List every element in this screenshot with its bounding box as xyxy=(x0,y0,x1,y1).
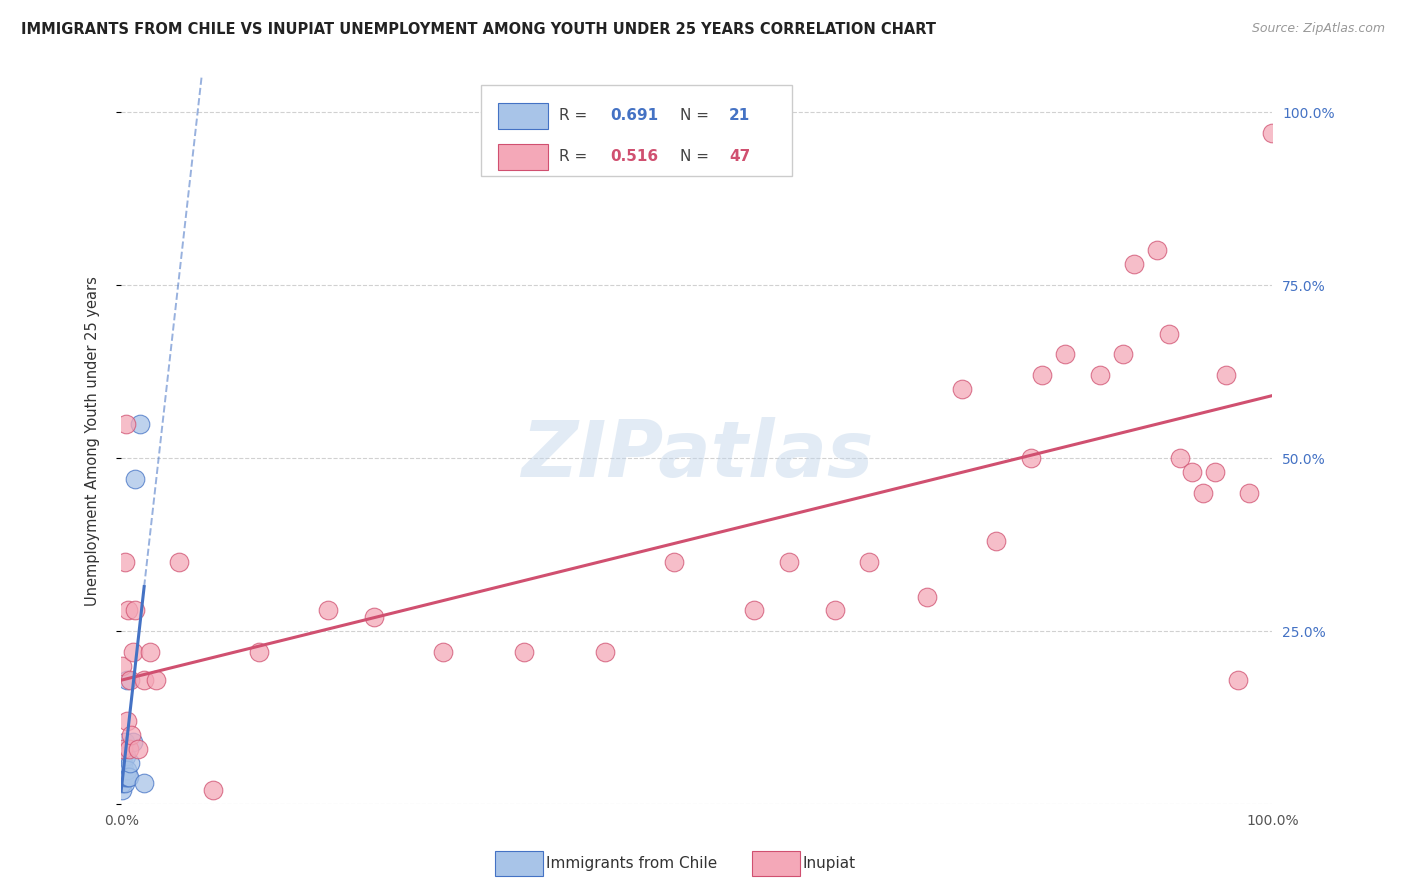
Point xyxy=(513,645,536,659)
Point xyxy=(1123,257,1146,271)
Point xyxy=(1168,451,1191,466)
Point xyxy=(118,770,141,784)
Point xyxy=(114,748,136,763)
Text: N =: N = xyxy=(679,109,713,123)
Point xyxy=(363,610,385,624)
Text: IMMIGRANTS FROM CHILE VS INUPIAT UNEMPLOYMENT AMONG YOUTH UNDER 25 YEARS CORRELA: IMMIGRANTS FROM CHILE VS INUPIAT UNEMPLO… xyxy=(21,22,936,37)
Point xyxy=(247,645,270,659)
Point xyxy=(111,763,134,777)
Text: 0.691: 0.691 xyxy=(610,109,658,123)
Point xyxy=(117,603,139,617)
Point xyxy=(114,555,136,569)
Point xyxy=(1226,673,1249,687)
Point xyxy=(112,763,135,777)
Point xyxy=(118,742,141,756)
Point xyxy=(1146,244,1168,258)
Point xyxy=(134,776,156,790)
Text: 0.516: 0.516 xyxy=(610,149,658,164)
FancyBboxPatch shape xyxy=(481,85,793,176)
Point xyxy=(950,382,973,396)
Point xyxy=(115,673,138,687)
Text: Inupiat: Inupiat xyxy=(803,856,856,871)
Point xyxy=(1192,485,1215,500)
Point xyxy=(115,763,138,777)
Point xyxy=(121,728,143,742)
Point xyxy=(778,555,800,569)
Text: ZIPatlas: ZIPatlas xyxy=(520,417,873,493)
Point xyxy=(858,555,880,569)
Point xyxy=(111,756,134,770)
Text: 21: 21 xyxy=(728,109,751,123)
Point xyxy=(128,417,150,431)
Point xyxy=(114,735,136,749)
Point xyxy=(124,472,146,486)
Point xyxy=(112,742,135,756)
Point xyxy=(1031,368,1053,382)
Point xyxy=(1239,485,1261,500)
Point xyxy=(744,603,766,617)
Point xyxy=(127,742,149,756)
Point xyxy=(915,590,938,604)
Point xyxy=(114,776,136,790)
Point xyxy=(202,783,225,797)
Point xyxy=(121,735,143,749)
Point xyxy=(112,770,135,784)
Point xyxy=(1181,465,1204,479)
FancyBboxPatch shape xyxy=(498,103,548,129)
Point xyxy=(432,645,454,659)
Point xyxy=(111,770,134,784)
Point xyxy=(662,555,685,569)
Point xyxy=(111,776,134,790)
Text: Source: ZipAtlas.com: Source: ZipAtlas.com xyxy=(1251,22,1385,36)
Point xyxy=(167,555,190,569)
Text: Immigrants from Chile: Immigrants from Chile xyxy=(546,856,717,871)
Point xyxy=(1157,326,1180,341)
Point xyxy=(139,645,162,659)
Point xyxy=(1215,368,1237,382)
Point xyxy=(824,603,846,617)
Point xyxy=(1088,368,1111,382)
Text: 47: 47 xyxy=(728,149,751,164)
Point xyxy=(120,673,142,687)
Point xyxy=(114,770,136,784)
Point xyxy=(1261,126,1284,140)
Point xyxy=(121,645,143,659)
Point xyxy=(117,770,139,784)
Point xyxy=(115,714,138,728)
Point xyxy=(120,756,142,770)
Point xyxy=(1019,451,1042,466)
Text: R =: R = xyxy=(558,109,592,123)
Point xyxy=(145,673,167,687)
Point xyxy=(111,783,134,797)
Text: N =: N = xyxy=(679,149,713,164)
Point xyxy=(593,645,616,659)
Point xyxy=(114,417,136,431)
Y-axis label: Unemployment Among Youth under 25 years: Unemployment Among Youth under 25 years xyxy=(86,276,100,606)
Point xyxy=(1054,347,1077,361)
Point xyxy=(318,603,340,617)
Text: R =: R = xyxy=(558,149,592,164)
Point xyxy=(984,534,1007,549)
Point xyxy=(111,658,134,673)
FancyBboxPatch shape xyxy=(498,144,548,169)
Point xyxy=(134,673,156,687)
Point xyxy=(112,748,135,763)
Point xyxy=(1112,347,1135,361)
Point xyxy=(1204,465,1226,479)
Point xyxy=(124,603,146,617)
